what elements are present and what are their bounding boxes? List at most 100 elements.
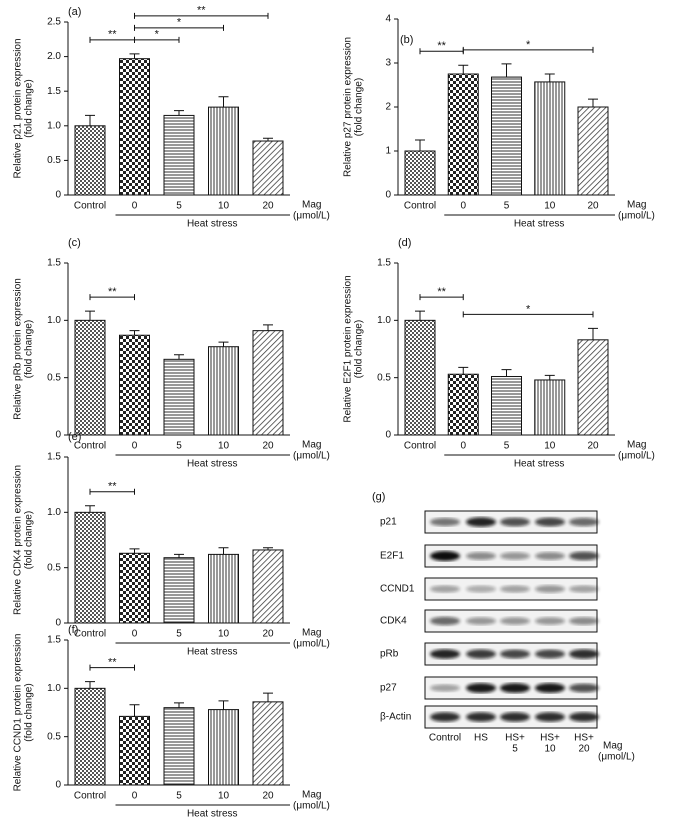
- panel-label: (b): [400, 34, 413, 46]
- blot-band: [535, 649, 565, 659]
- bar: [163, 114, 195, 196]
- unit-label: Mag: [627, 200, 646, 211]
- lane-label: 5: [512, 744, 518, 755]
- y-tick-label: 2.0: [47, 51, 61, 62]
- blot-band: [535, 552, 565, 560]
- y-tick-label: 0.5: [377, 372, 391, 383]
- error-bar: [458, 366, 469, 375]
- x-tick-label: 10: [218, 791, 230, 802]
- unit-label: (μmol/L): [618, 211, 655, 222]
- x-tick-label: 10: [218, 201, 230, 212]
- unit-label: (μmol/L): [293, 801, 330, 812]
- y-axis-label: Relative CDK4 protein expression: [13, 465, 24, 615]
- bar: [119, 334, 150, 436]
- x-tick-label: 5: [176, 441, 182, 452]
- bar: [163, 557, 195, 624]
- bar: [404, 150, 436, 196]
- group-label: Heat stress: [187, 219, 238, 230]
- group-label: Heat stress: [514, 219, 565, 230]
- error-bar: [129, 704, 140, 717]
- blot-band: [430, 649, 460, 659]
- significance-label: **: [197, 5, 206, 17]
- y-axis-label: Relative CCND1 protein expression: [13, 634, 24, 792]
- protein-label: p21: [380, 517, 397, 528]
- x-tick-label: 20: [262, 629, 274, 640]
- blot-band: [500, 517, 530, 527]
- unit-label: Mag: [302, 790, 321, 801]
- protein-label: pRb: [380, 649, 399, 660]
- bar: [577, 339, 609, 436]
- significance-bracket: [89, 664, 135, 671]
- blot-band: [466, 712, 496, 722]
- y-tick-label: 0: [385, 190, 391, 201]
- y-axis-label: Relative pRb protein expression: [13, 278, 24, 420]
- lane-label: HS+: [574, 733, 594, 744]
- bar: [447, 373, 479, 436]
- panel-label: (a): [68, 6, 81, 18]
- bar: [252, 140, 284, 196]
- error-bar: [263, 692, 273, 702]
- significance-bracket: [89, 488, 135, 495]
- blot-band: [500, 649, 530, 659]
- y-tick-label: 4: [385, 14, 391, 25]
- error-bar: [263, 137, 273, 142]
- blot-band: [500, 712, 530, 722]
- significance-label: **: [108, 481, 117, 493]
- bar: [491, 376, 522, 436]
- significance-bracket: [134, 24, 224, 31]
- unit-label: (μmol/L): [293, 451, 330, 462]
- x-tick-label: 5: [176, 201, 182, 212]
- blot-band: [535, 585, 565, 593]
- error-bar: [218, 700, 229, 710]
- significance-label: **: [108, 656, 117, 668]
- bar: [119, 58, 150, 196]
- error-bar: [263, 324, 273, 331]
- bar: [534, 81, 566, 196]
- y-axis-label: (fold change): [24, 320, 35, 378]
- protein-label: p27: [380, 683, 397, 694]
- error-bar: [218, 96, 229, 108]
- y-tick-label: 1.5: [47, 86, 61, 97]
- y-axis-label: Relative p21 protein expression: [13, 38, 24, 178]
- x-tick-label: Control: [404, 441, 436, 452]
- error-bar: [85, 505, 95, 513]
- significance-label: *: [155, 29, 160, 41]
- x-tick-label: 0: [132, 629, 138, 640]
- bar: [74, 319, 106, 436]
- x-tick-label: Control: [404, 201, 436, 212]
- lane-label: HS+: [505, 733, 525, 744]
- error-bar: [174, 110, 184, 116]
- group-label: Heat stress: [187, 809, 238, 820]
- protein-label: β-Actin: [380, 712, 411, 723]
- unit-label: Mag: [627, 440, 646, 451]
- bar: [252, 701, 284, 786]
- bar: [208, 553, 239, 624]
- panel-label: (c): [68, 237, 81, 249]
- x-tick-label: 10: [544, 441, 556, 452]
- unit-label: Mag: [603, 741, 622, 752]
- lane-label: HS: [474, 733, 488, 744]
- bar: [119, 715, 150, 786]
- y-axis-label: (fold change): [24, 511, 35, 569]
- blot-band: [466, 617, 496, 625]
- error-bar: [501, 63, 512, 78]
- error-bar: [458, 64, 469, 74]
- error-bar: [588, 98, 598, 107]
- significance-bracket: [134, 36, 180, 43]
- significance-label: *: [526, 303, 531, 315]
- bar: [534, 379, 566, 436]
- significance-label: *: [177, 17, 182, 29]
- significance-bracket: [462, 46, 594, 53]
- bar: [74, 125, 106, 196]
- x-tick-label: 5: [504, 441, 510, 452]
- bar: [74, 511, 106, 624]
- significance-label: **: [108, 286, 117, 298]
- bar: [404, 319, 436, 436]
- blot-band: [569, 585, 599, 593]
- y-tick-label: 0.5: [47, 731, 61, 742]
- x-tick-label: 10: [218, 629, 230, 640]
- bar: [119, 552, 150, 624]
- error-bar: [85, 310, 95, 321]
- lane-label: Control: [429, 733, 461, 744]
- lane-label: 20: [578, 744, 590, 755]
